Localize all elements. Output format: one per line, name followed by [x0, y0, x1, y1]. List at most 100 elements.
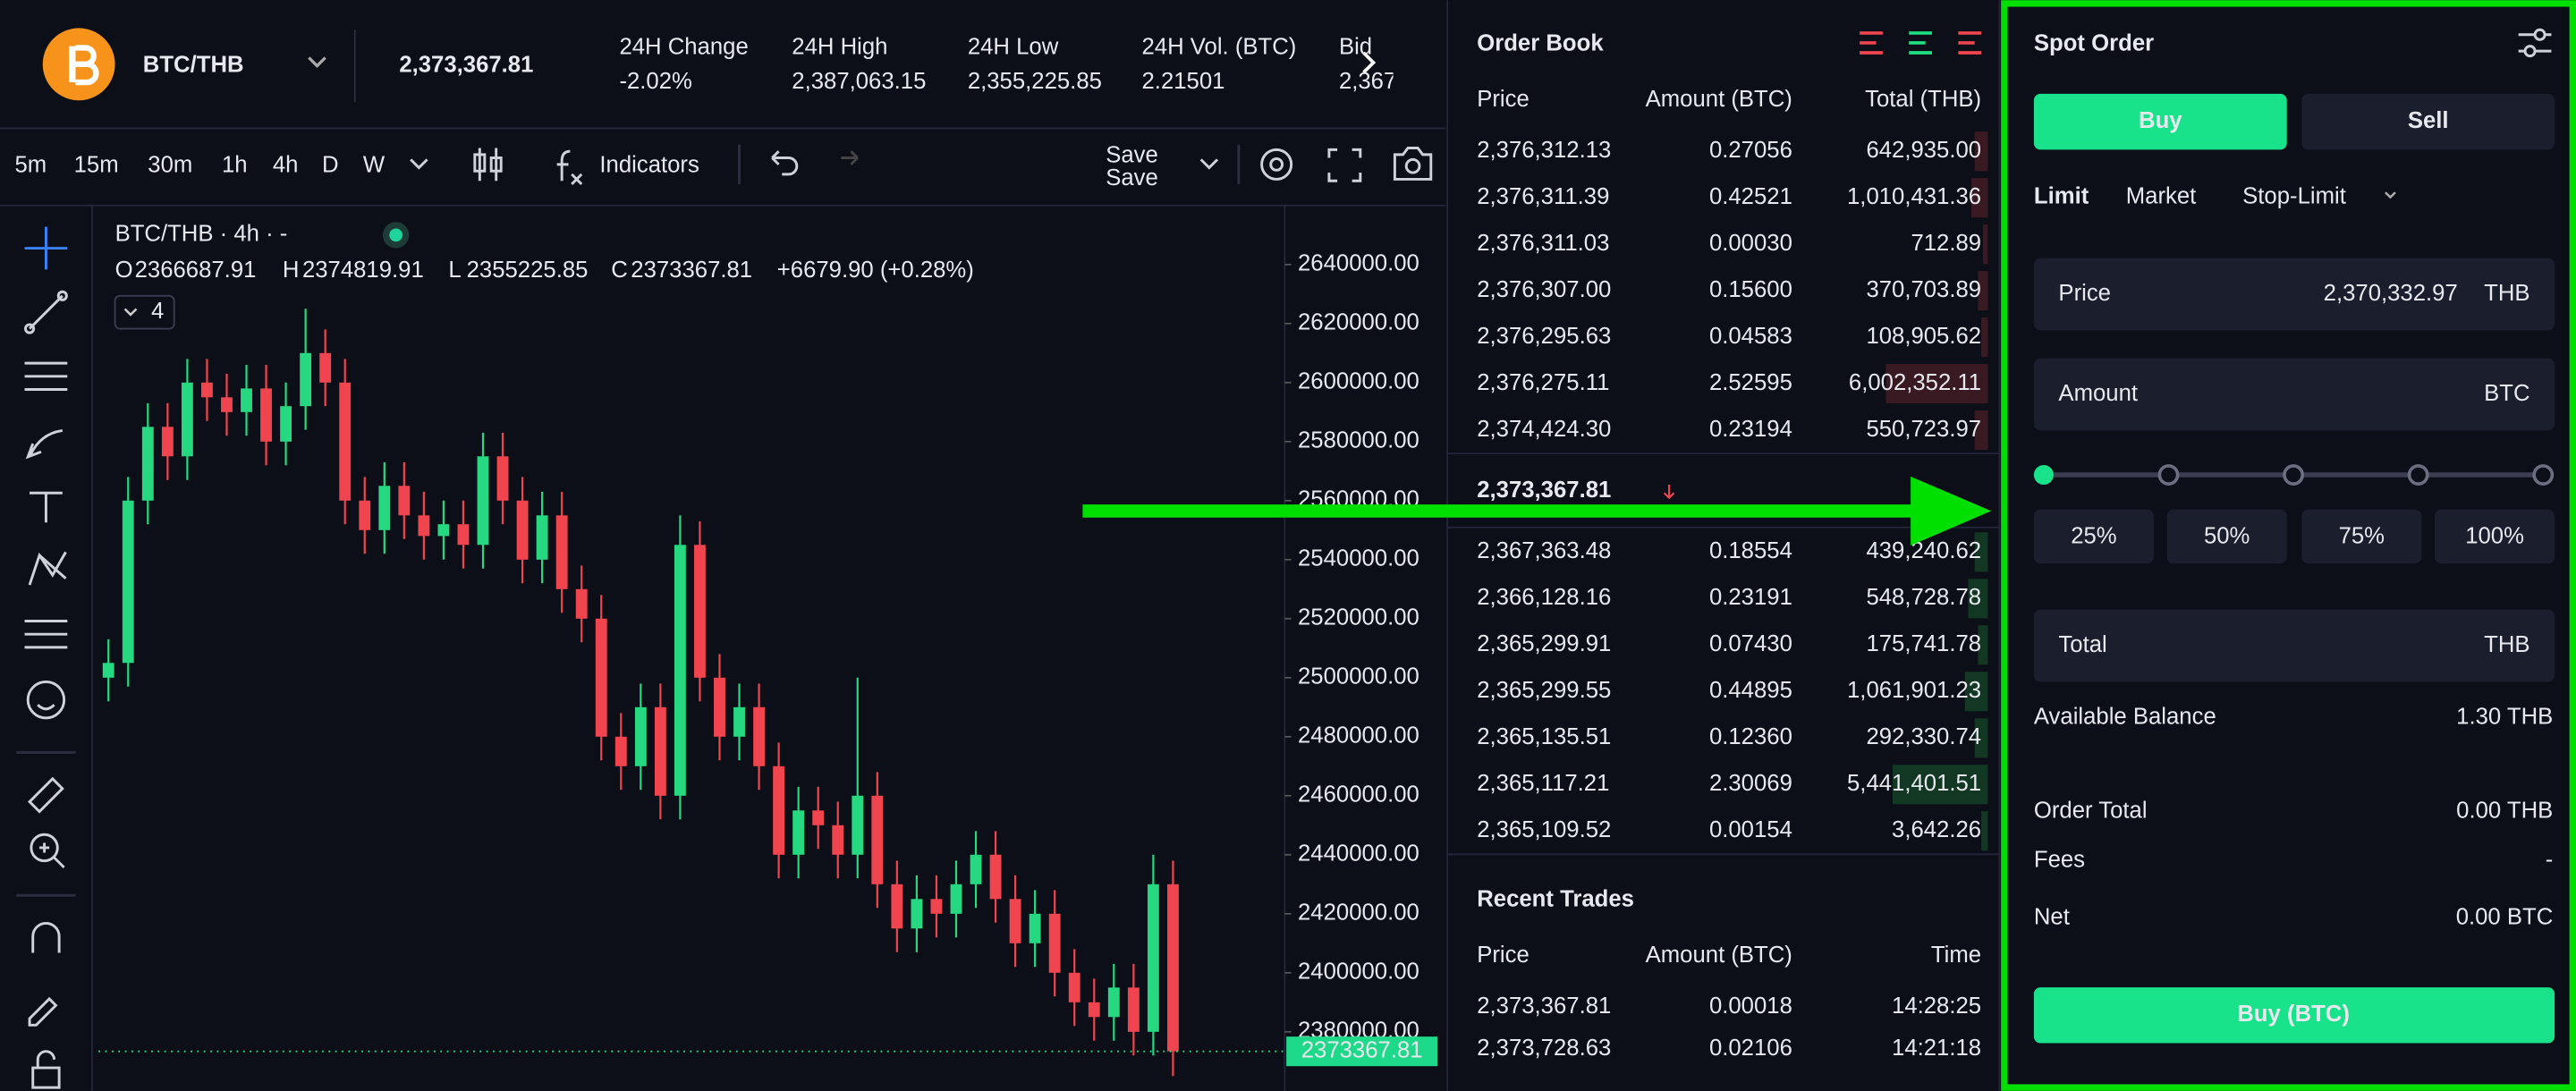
zoom-tool[interactable] [30, 833, 59, 863]
candle-body [1029, 913, 1041, 943]
percent-button[interactable] [2166, 509, 2287, 564]
book-cell: 5,441,401.51 [1847, 771, 1981, 796]
candle-body [891, 884, 903, 929]
input-field[interactable] [2033, 258, 2555, 331]
indicators[interactable]: Indicators [599, 153, 699, 178]
save[interactable]: Save [1106, 142, 1158, 167]
y-tick-label: 2500000.00 [1298, 664, 1419, 689]
input-field[interactable] [2033, 358, 2555, 431]
pair-dropdown[interactable] [308, 56, 326, 69]
trade-cell: 2,373,728.63 [1477, 1036, 1611, 1061]
candle-body [694, 545, 706, 678]
book-cell: 2,376,311.39 [1477, 184, 1609, 209]
mid-price: 2,373,367.81 [1477, 478, 1611, 503]
interval-dropdown[interactable] [410, 158, 428, 170]
y-tick-label: 2620000.00 [1298, 310, 1419, 335]
scroll-right[interactable] [1362, 51, 1377, 74]
fib-tool[interactable] [24, 361, 68, 391]
interval[interactable]: 4h [273, 153, 299, 178]
book-cell: 712.89 [1911, 231, 1981, 256]
legend-key: L [448, 258, 461, 283]
candle-body [595, 618, 607, 737]
buy-tab[interactable] [2033, 93, 2287, 150]
book-cell: 2,376,307.00 [1477, 277, 1611, 302]
input-field[interactable] [2033, 609, 2555, 682]
interval[interactable]: D [322, 153, 339, 178]
settings[interactable] [1260, 148, 1293, 181]
interval[interactable]: 30m [148, 153, 192, 178]
coin-icon [75, 45, 99, 86]
percent-button[interactable] [2435, 509, 2555, 564]
side-label[interactable]: Buy [2139, 108, 2182, 133]
indicators-icon[interactable] [556, 149, 583, 185]
order-type-tab[interactable]: Stop-Limit [2242, 183, 2346, 208]
y-tick-label: 2640000.00 [1298, 251, 1419, 276]
submit-button[interactable] [2033, 987, 2555, 1044]
chart-type[interactable] [473, 148, 503, 182]
content: BTC/THB 2,373,367.81 24H Change -2.02% 24H H… [15, 31, 2555, 1077]
indicator-toggle[interactable] [114, 294, 175, 330]
percent-button[interactable] [2033, 509, 2154, 564]
candle-body [221, 397, 233, 412]
percent-button[interactable] [2301, 509, 2422, 564]
order-type-tab[interactable]: Limit [2034, 183, 2089, 208]
interval[interactable]: 15m [74, 153, 119, 178]
percent-label[interactable]: 75% [2339, 524, 2385, 549]
percent-label[interactable]: 50% [2204, 524, 2250, 549]
tab-dropdown[interactable] [2385, 191, 2396, 199]
pattern-tool[interactable] [28, 551, 67, 586]
prediction-tool[interactable] [24, 620, 68, 649]
candle-body [950, 884, 962, 914]
candle-body [300, 352, 312, 407]
emoji-tool[interactable] [26, 680, 66, 720]
indicator-toggle[interactable] [123, 308, 138, 317]
book-cell: 2,365,117.21 [1477, 771, 1609, 796]
book-cell: 439,240.62 [1866, 538, 1981, 563]
book-cell: 2,376,311.03 [1477, 231, 1609, 256]
line-tool[interactable] [29, 294, 64, 330]
undo[interactable] [771, 150, 799, 176]
candle-body [1048, 913, 1061, 973]
candle-body [792, 810, 805, 855]
side-label[interactable]: Sell [2408, 108, 2449, 133]
percent-label[interactable]: 100% [2465, 524, 2524, 549]
crosshair-tool[interactable] [24, 226, 68, 270]
submit-label[interactable]: Buy (BTC) [2237, 1002, 2350, 1027]
stat-label: 24H Low [968, 34, 1059, 59]
interval[interactable]: 1h [222, 153, 248, 178]
text-tool[interactable] [30, 491, 63, 523]
brush-tool[interactable] [25, 428, 64, 460]
magnet-tool[interactable] [31, 922, 61, 953]
interval[interactable]: 5m [15, 153, 47, 178]
book-cell: 2,374,424.30 [1477, 417, 1611, 442]
save-dropdown[interactable] [1199, 158, 1219, 170]
depth-bar [1974, 532, 1988, 572]
y-tick-label: 2520000.00 [1298, 605, 1419, 630]
candle-body [141, 427, 154, 501]
candles [102, 309, 1179, 1077]
candle-body [911, 899, 923, 929]
interval[interactable]: W [363, 153, 386, 178]
stat-value: -2.02% [619, 69, 691, 94]
candle-body [161, 427, 174, 457]
sell-tab[interactable] [2301, 93, 2555, 150]
depth-bar [1981, 811, 1988, 851]
ruler-tool[interactable] [27, 776, 64, 814]
depth-bar [1885, 364, 1988, 404]
fullscreen[interactable] [1327, 148, 1362, 182]
summary-label: Order Total [2034, 798, 2148, 823]
book-cell: 2.30069 [1709, 771, 1792, 796]
candle-body [437, 524, 450, 537]
depth-bar [1978, 625, 1988, 665]
candle-body [930, 899, 943, 914]
candle-body [477, 456, 489, 546]
redo[interactable] [841, 150, 859, 165]
order-settings[interactable] [2518, 28, 2552, 58]
stat-value: 2.21501 [1142, 69, 1225, 94]
lock-drawing-tool[interactable] [28, 996, 58, 1027]
order-type-tab[interactable]: Market [2126, 183, 2197, 208]
depth-bar [1964, 672, 1988, 712]
percent-label[interactable]: 25% [2071, 524, 2116, 549]
snapshot[interactable] [1393, 147, 1433, 181]
lock-tool[interactable] [31, 1050, 61, 1089]
